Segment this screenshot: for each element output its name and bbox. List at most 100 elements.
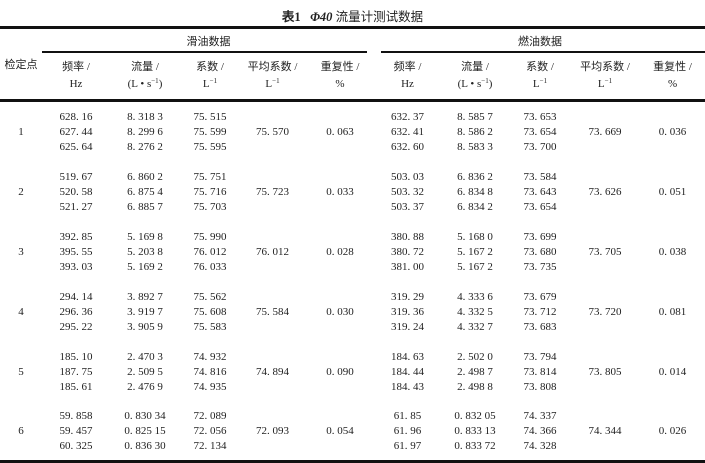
value: 75. 751 xyxy=(193,170,227,183)
column-unit: (L • s xyxy=(127,78,152,90)
lube-flow-cell: 8. 318 3 8. 299 6 8. 276 2 xyxy=(110,101,180,163)
value: 3. 919 7 xyxy=(127,305,163,318)
fuel-freq-cell: 632. 37 632. 41 632. 60 xyxy=(375,101,440,163)
value: 73. 643 xyxy=(523,185,557,198)
value: 8. 585 7 xyxy=(457,110,493,123)
value: 6. 885 7 xyxy=(127,200,163,213)
value: 73. 699 xyxy=(523,230,557,243)
value: 187. 75 xyxy=(59,365,93,378)
value: 381. 00 xyxy=(391,260,425,273)
flow-test-data-table: 检定点 滑油数据 燃油数据 频率 / Hz 流量 / (L • s−1) 系数 / L−1… xyxy=(0,26,705,463)
value: 61. 96 xyxy=(393,424,422,437)
value: 0. 833 72 xyxy=(454,439,496,452)
column-name: 系数 / xyxy=(526,61,554,73)
fuel-freq-cell: 380. 88 380. 72 381. 00 xyxy=(375,222,440,282)
lube-coef-cell: 75. 562 75. 608 75. 583 xyxy=(180,282,240,342)
point-cell: 3 xyxy=(18,245,24,258)
unit-exponent: −1 xyxy=(539,77,548,85)
value: 5. 203 8 xyxy=(127,245,163,258)
lube-avg-cell: 75. 723 xyxy=(256,185,289,198)
value: 75. 990 xyxy=(193,230,227,243)
value: 74. 935 xyxy=(193,380,227,393)
column-name: 重复性 / xyxy=(653,61,692,73)
value: 5. 167 2 xyxy=(457,245,493,258)
value: 74. 337 xyxy=(523,409,557,422)
value: 61. 85 xyxy=(393,409,422,422)
value: 73. 654 xyxy=(523,200,557,213)
value: 75. 608 xyxy=(193,305,227,318)
lube-flow-cell: 3. 892 7 3. 919 7 3. 905 9 xyxy=(110,282,180,342)
lube-coef-cell: 75. 751 75. 716 75. 703 xyxy=(180,162,240,222)
value: 59. 858 xyxy=(59,409,93,422)
column-unit: (L • s xyxy=(457,78,482,90)
value: 75. 599 xyxy=(193,125,227,138)
header-lube-coefficient: 系数 / L−1 xyxy=(180,53,240,102)
fuel-flow-cell: 8. 585 7 8. 586 2 8. 583 3 xyxy=(440,101,510,163)
value: 8. 586 2 xyxy=(457,125,493,138)
value: 8. 299 6 xyxy=(127,125,163,138)
point-cell: 6 xyxy=(0,402,42,463)
value: 74. 328 xyxy=(523,439,557,452)
value: 75. 562 xyxy=(193,290,227,303)
value: 628. 16 xyxy=(59,110,93,123)
unit-exponent: −1 xyxy=(481,77,489,85)
value: 73. 680 xyxy=(523,245,557,258)
fuel-rep-cell: 0. 036 xyxy=(658,125,687,138)
value: 61. 97 xyxy=(393,439,422,452)
value: 6. 836 2 xyxy=(457,170,493,183)
value: 632. 37 xyxy=(391,110,425,123)
value: 185. 10 xyxy=(59,350,93,363)
header-fuel-flow: 流量 / (L • s−1) xyxy=(440,53,511,102)
fuel-flow-cell: 2. 502 0 2. 498 7 2. 498 8 xyxy=(440,342,510,402)
lube-rep-cell: 0. 090 xyxy=(326,365,354,378)
lube-coef-cell: 75. 990 76. 012 76. 033 xyxy=(180,222,240,282)
value: 6. 834 8 xyxy=(457,185,493,198)
table-row: 6 59. 858 59. 457 60. 325 0. 830 34 0. 825 15… xyxy=(0,402,705,463)
fuel-freq-cell: 61. 85 61. 96 61. 97 xyxy=(375,402,441,463)
header-fuel-repeatability: 重复性 /% xyxy=(640,53,705,102)
column-unit: L xyxy=(202,78,210,90)
point-cell: 4 xyxy=(18,305,24,318)
column-unit: % xyxy=(667,78,678,90)
value: 2. 470 3 xyxy=(127,350,163,363)
value: 5. 169 2 xyxy=(127,260,163,273)
value: 380. 88 xyxy=(391,230,425,243)
fuel-coef-cell: 73. 699 73. 680 73. 735 xyxy=(510,222,570,282)
fuel-flow-cell: 0. 832 05 0. 833 13 0. 833 72 xyxy=(440,402,511,463)
fuel-rep-cell: 0. 014 xyxy=(658,365,687,378)
caption-text: 流量计测试数据 xyxy=(335,10,424,24)
value: 2. 476 9 xyxy=(127,380,163,393)
column-name: 平均系数 / xyxy=(580,61,630,73)
value: 4. 332 7 xyxy=(457,320,493,333)
value: 74. 366 xyxy=(523,424,557,437)
column-unit: L xyxy=(532,78,540,90)
fuel-flow-cell: 4. 333 6 4. 332 5 4. 332 7 xyxy=(440,282,510,342)
unit-exponent: −1 xyxy=(272,77,280,85)
value: 73. 794 xyxy=(523,350,557,363)
unit-end: ) xyxy=(158,78,163,90)
value: 75. 716 xyxy=(193,185,227,198)
header-group-fuel: 燃油数据 xyxy=(375,26,705,54)
fuel-avg-cell: 73. 669 xyxy=(588,125,622,138)
value: 8. 276 2 xyxy=(127,140,163,153)
fuel-avg-cell: 73. 720 xyxy=(588,305,622,318)
lube-avg-cell: 75. 570 xyxy=(256,125,289,138)
lube-avg-cell: 75. 584 xyxy=(256,305,289,318)
lube-freq-cell: 392. 85 395. 55 393. 03 xyxy=(42,222,110,282)
value: 0. 830 34 xyxy=(124,409,166,422)
value: 5. 168 0 xyxy=(457,230,493,243)
value: 73. 735 xyxy=(523,260,557,273)
value: 395. 55 xyxy=(59,245,93,258)
fuel-avg-cell: 74. 344 xyxy=(570,402,641,463)
fuel-coef-cell: 73. 794 73. 814 73. 808 xyxy=(510,342,570,402)
value: 6. 860 2 xyxy=(127,170,163,183)
value: 503. 32 xyxy=(391,185,425,198)
value: 73. 814 xyxy=(523,365,557,378)
value: 2. 498 7 xyxy=(457,365,493,378)
column-unit: % xyxy=(335,78,345,90)
fuel-rep-cell: 0. 051 xyxy=(658,185,687,198)
value: 632. 41 xyxy=(391,125,425,138)
value: 73. 679 xyxy=(523,290,557,303)
fuel-rep-cell: 0. 038 xyxy=(658,245,687,258)
value: 380. 72 xyxy=(391,245,425,258)
